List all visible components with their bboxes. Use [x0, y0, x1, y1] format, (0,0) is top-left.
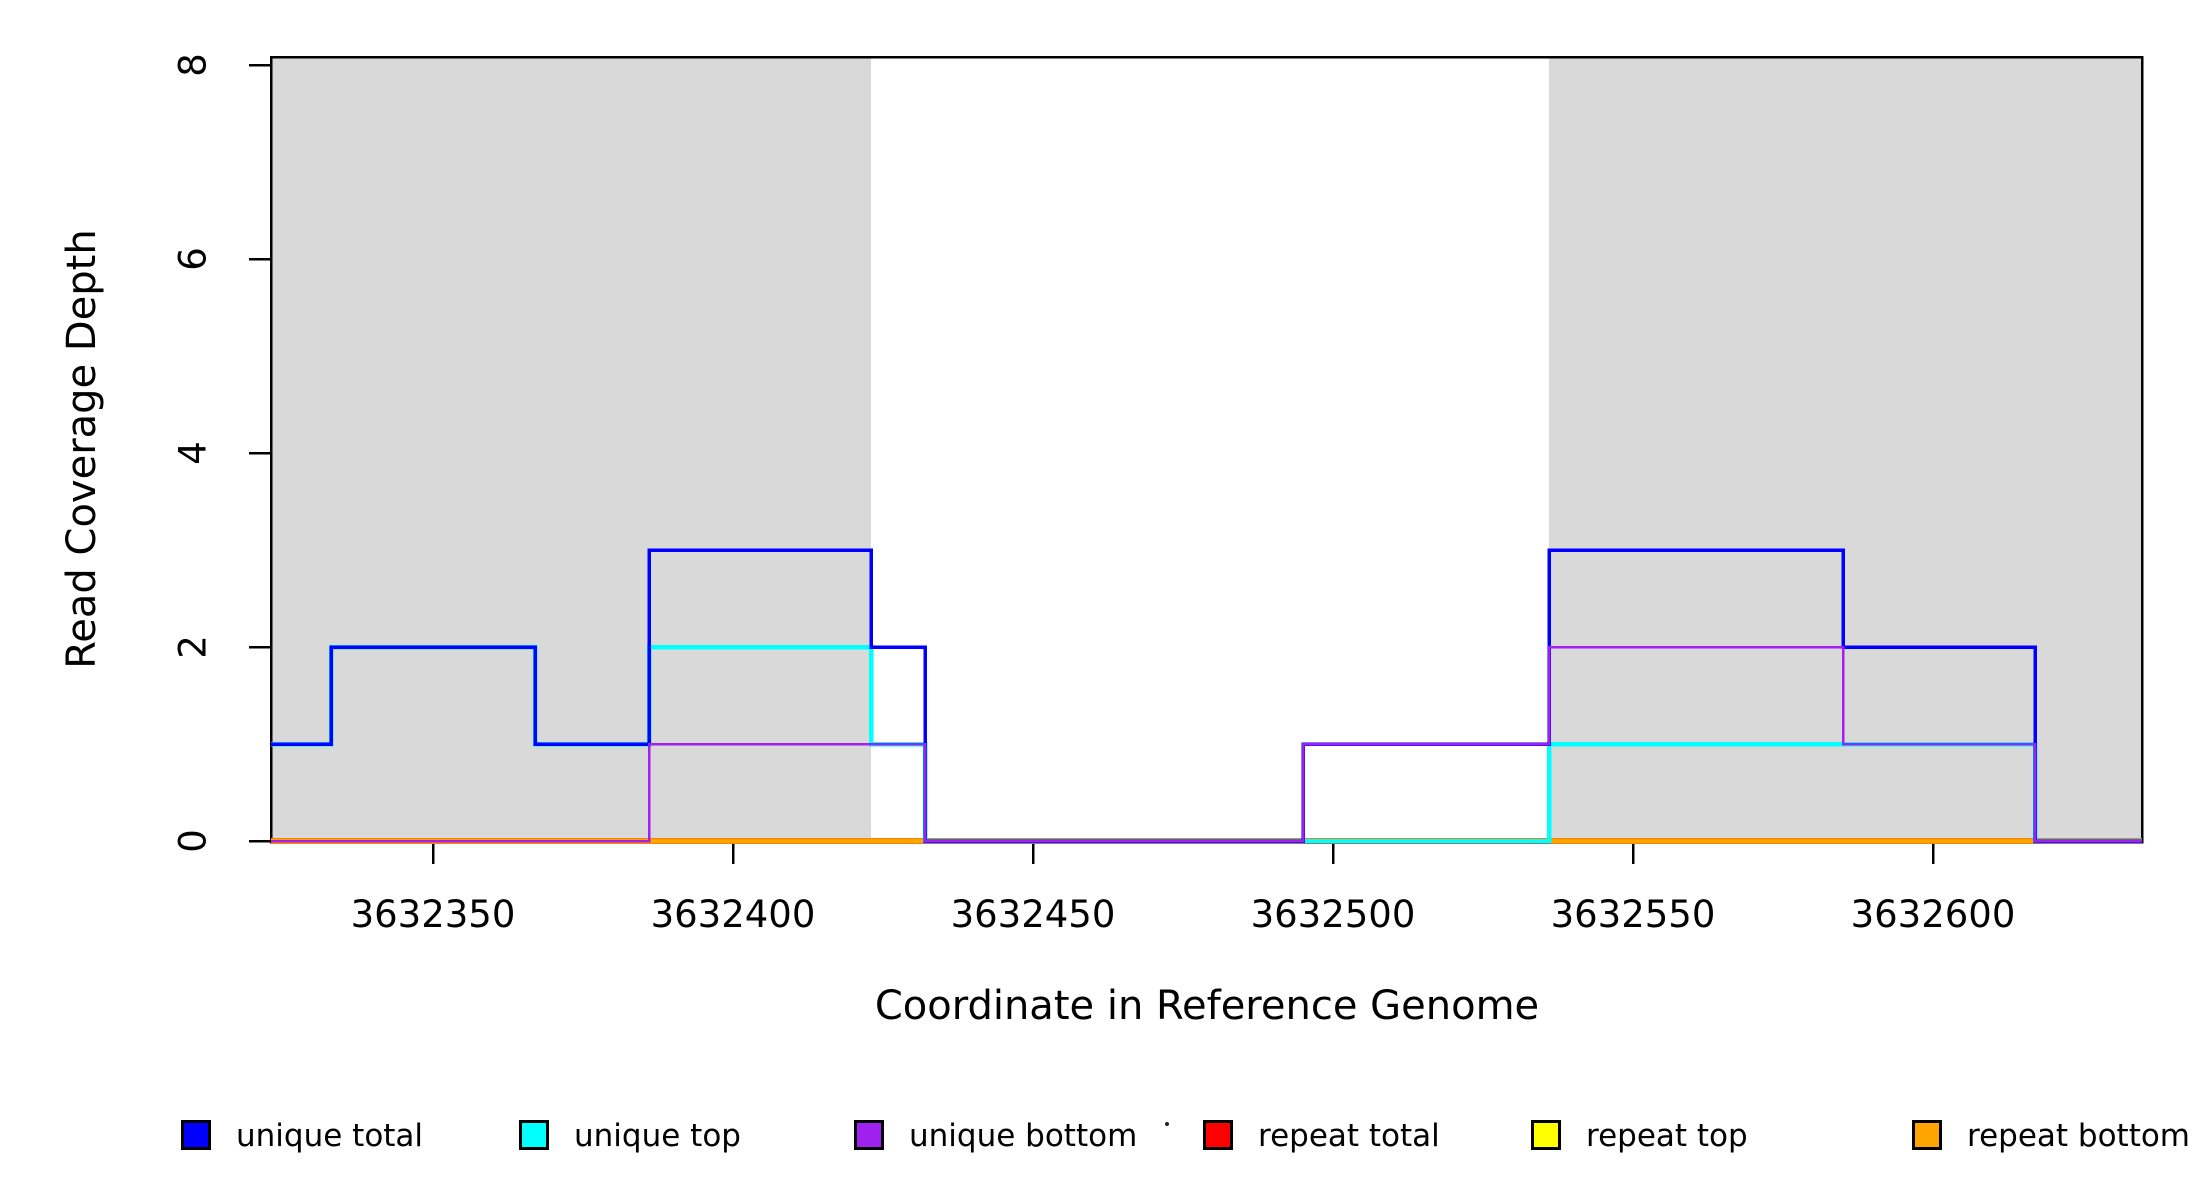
legend-swatch-icon	[1203, 1120, 1233, 1150]
legend-swatch-icon	[1531, 1120, 1561, 1150]
legend-label: unique total	[236, 1118, 424, 1154]
legend-label: unique bottom	[909, 1118, 1138, 1154]
y-tick-label: 2	[171, 635, 215, 659]
x-axis-title: Coordinate in Reference Genome	[874, 983, 1540, 1029]
x-tick-label: 3632500	[1250, 893, 1416, 936]
legend-label: repeat bottom	[1967, 1118, 2191, 1154]
legend-label: unique top	[574, 1118, 741, 1154]
y-tick-label: 8	[171, 53, 215, 77]
legend-label: repeat total	[1258, 1118, 1440, 1154]
legend-swatch-icon	[1912, 1120, 1942, 1150]
stray-dot	[1165, 1122, 1169, 1126]
legend-swatch-icon	[181, 1120, 211, 1150]
shaded-repeat-region-left	[271, 57, 871, 842]
x-tick-label: 3632600	[1850, 893, 2016, 936]
legend-swatch-icon	[519, 1120, 549, 1150]
y-tick-label: 0	[171, 829, 215, 853]
x-tick-label: 3632550	[1550, 893, 1716, 936]
y-tick-label: 4	[171, 441, 215, 465]
y-tick-label: 6	[171, 247, 215, 271]
legend-label: repeat top	[1586, 1118, 1748, 1154]
series-unique-bottom	[271, 645, 2142, 843]
x-tick-label: 3632450	[950, 893, 1116, 936]
x-tick-label: 3632350	[350, 893, 516, 936]
legend-swatch-icon	[854, 1120, 884, 1150]
x-tick-label: 3632400	[650, 893, 816, 936]
shaded-repeat-region-right	[1549, 57, 2142, 842]
y-axis-title: Read Coverage Depth	[59, 229, 105, 669]
